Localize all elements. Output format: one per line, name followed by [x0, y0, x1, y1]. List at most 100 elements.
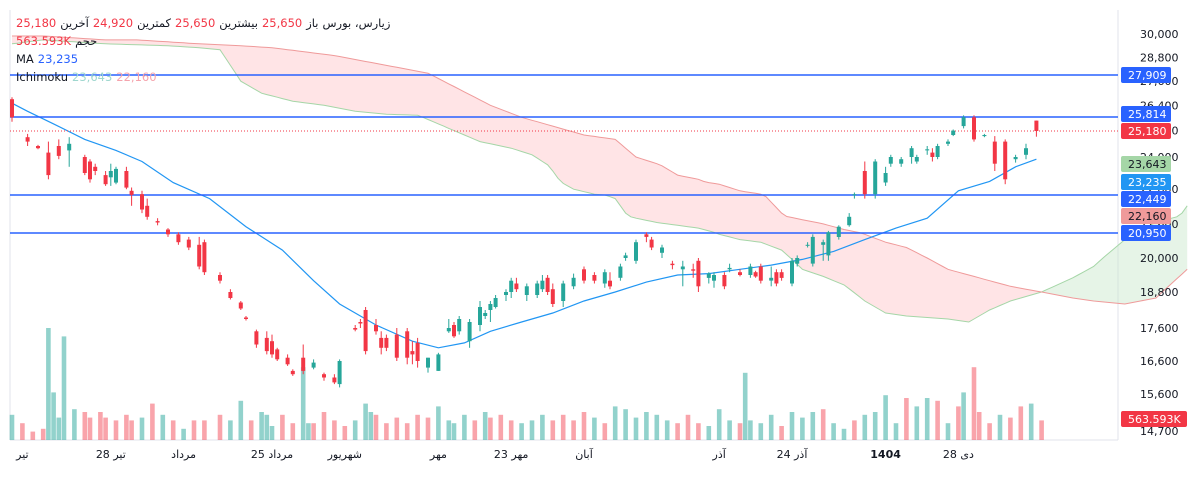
- candle-body: [264, 337, 269, 352]
- candle: [379, 331, 384, 355]
- volume-bar: [841, 428, 847, 440]
- candle-body: [10, 99, 14, 118]
- volume-bar: [602, 423, 608, 440]
- legend-close-label: آخرین: [60, 16, 89, 30]
- candle: [1024, 143, 1028, 160]
- candle-body: [623, 255, 628, 258]
- volume-bar: [872, 412, 878, 440]
- candle: [550, 283, 555, 307]
- legend-volume-label: حجم: [75, 34, 98, 48]
- candle-body: [238, 302, 243, 309]
- volume-bar: [529, 420, 535, 440]
- volume-bar: [748, 420, 753, 440]
- candle-body: [374, 325, 378, 332]
- volume-bar: [852, 420, 857, 440]
- volume-bar: [40, 428, 46, 440]
- price-label-box: [1121, 174, 1171, 190]
- candle-body: [270, 341, 274, 355]
- candle: [862, 161, 867, 199]
- legend-high-label: بیشترین: [219, 16, 258, 30]
- candle: [436, 352, 441, 371]
- candle: [140, 190, 144, 214]
- volume-bar: [945, 423, 951, 440]
- candle-body: [883, 173, 888, 183]
- volume-bar: [238, 400, 244, 440]
- volume-bar: [581, 412, 587, 440]
- volume-bar: [160, 414, 166, 440]
- legend: زیارس، بورس باز 25,650 بیشترین 25,650 کمتر…: [16, 14, 390, 86]
- candle: [706, 272, 711, 284]
- y-tick-label: 14,700: [1140, 425, 1179, 438]
- volume-bar: [394, 417, 400, 440]
- candle-body: [836, 226, 841, 237]
- candle: [108, 163, 113, 186]
- y-tick-label: 30,000: [1140, 28, 1179, 41]
- candle-body: [925, 149, 930, 151]
- candle-body: [88, 161, 92, 180]
- y-tick-label: 16,600: [1140, 355, 1179, 368]
- legend-ichimoku-v2: 22,160: [116, 70, 157, 84]
- volume-bar: [462, 414, 467, 440]
- candle: [790, 258, 794, 287]
- candle-body: [696, 260, 701, 287]
- candle: [218, 272, 222, 284]
- price-label-hline: 22,449: [1121, 191, 1171, 207]
- candle-body: [254, 331, 259, 345]
- candle: [129, 187, 134, 206]
- volume-bar: [264, 414, 270, 440]
- legend-symbol: زیارس، بورس: [322, 16, 391, 30]
- candle-body: [852, 194, 857, 196]
- price-label-box: [1121, 208, 1171, 224]
- volume-bar: [904, 398, 909, 440]
- candle-body: [218, 275, 222, 281]
- price-label-box: [1121, 156, 1171, 172]
- candle-body: [478, 307, 482, 325]
- candle-body: [805, 244, 810, 246]
- y-tick-label: 20,000: [1140, 252, 1179, 265]
- candle: [888, 154, 893, 167]
- candle-body: [909, 148, 914, 157]
- candle: [509, 277, 514, 298]
- price-label-ichimoku_a: 23,643: [1121, 156, 1171, 172]
- candle: [275, 347, 280, 361]
- candle-body: [930, 152, 935, 157]
- candle: [311, 359, 316, 370]
- volume-bars: [9, 328, 1044, 440]
- candle: [25, 133, 30, 146]
- candle: [826, 230, 831, 261]
- candle-body: [67, 143, 72, 151]
- price-label-text: 20,950: [1128, 227, 1167, 240]
- candle: [493, 295, 498, 309]
- candle-body: [618, 266, 623, 278]
- candle-body: [436, 354, 441, 371]
- candle: [176, 232, 181, 245]
- candle-body: [56, 146, 61, 156]
- volume-bar: [87, 417, 93, 440]
- price-label-volume: 563.593K: [1121, 411, 1187, 427]
- volume-bar: [103, 417, 108, 440]
- candle-body: [1024, 148, 1028, 155]
- candle: [691, 263, 696, 278]
- volume-bar: [290, 423, 296, 440]
- candle-body: [426, 357, 430, 368]
- candle: [925, 146, 930, 155]
- grid: [9, 10, 1119, 441]
- candle: [524, 283, 529, 301]
- y-tick-label: 15,600: [1140, 388, 1179, 401]
- candle-body: [363, 310, 368, 352]
- volume-bar: [633, 417, 639, 440]
- candle: [649, 236, 654, 251]
- candle: [483, 310, 488, 319]
- volume-bar: [789, 412, 795, 440]
- candle-body: [540, 280, 545, 290]
- volume-bar: [664, 420, 670, 440]
- candle-body: [504, 292, 508, 295]
- candle-body: [888, 157, 893, 164]
- volume-bar: [280, 414, 285, 440]
- candle-body: [680, 266, 685, 270]
- candle: [124, 166, 129, 190]
- candle: [10, 97, 14, 122]
- candle-body: [753, 272, 758, 277]
- volume-bar: [883, 395, 888, 440]
